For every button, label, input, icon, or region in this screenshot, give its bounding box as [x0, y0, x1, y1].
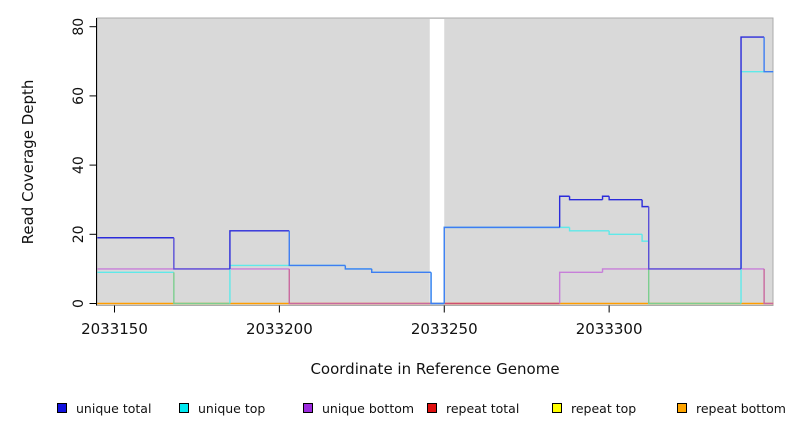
x-tick-label: 2033300: [576, 320, 643, 338]
chart-line-unique-total: [648, 206, 742, 270]
y-tick-label: 80: [71, 18, 87, 36]
legend-item-unique-bottom: unique bottom: [303, 398, 414, 418]
chart-line-unique-total: [763, 37, 774, 73]
legend-swatch-icon: [57, 403, 67, 413]
legend-swatch-icon: [677, 403, 687, 413]
chart-line-unique-total: [568, 196, 603, 201]
legend-label: repeat top: [571, 400, 637, 416]
chart-line-unique-bottom: [558, 271, 603, 304]
chart-legend: unique total unique top unique bottom repea…: [0, 398, 792, 422]
y-tick-label: 20: [71, 225, 87, 243]
x-axis-label: Coordinate in Reference Genome: [310, 360, 560, 378]
x-tick-label: 2033150: [81, 320, 148, 338]
chart-line-unique-bottom: [763, 268, 774, 305]
chart-line-unique-total: [608, 196, 643, 201]
legend-item-unique-total: unique total: [57, 398, 151, 418]
chart-line-unique-total: [371, 268, 432, 274]
chart-line-unique-total: [641, 199, 649, 208]
chart-line-unique-total: [430, 272, 445, 305]
x-tick-label: 2033250: [411, 320, 478, 338]
legend-label: unique bottom: [322, 400, 415, 416]
chart-line-unique-top: [641, 234, 649, 242]
chart-line-unique-total: [229, 230, 290, 269]
chart-line-unique-total: [443, 226, 560, 304]
chart-line-unique-total: [344, 265, 372, 270]
legend-label: repeat bottom: [696, 400, 786, 416]
chart-line-unique-total: [173, 237, 230, 270]
y-tick-label: 40: [71, 156, 87, 174]
legend-swatch-icon: [552, 403, 562, 413]
chart-line-unique-total: [740, 36, 765, 269]
legend-swatch-icon: [303, 403, 313, 413]
legend-label: unique total: [76, 400, 152, 416]
chart-line-unique-top: [568, 227, 610, 232]
x-tick-label: 2033200: [246, 320, 313, 338]
chart-line-unique-total: [558, 195, 570, 228]
y-tick-label: 0: [71, 299, 87, 308]
coverage-gap-band: [429, 19, 445, 305]
chart-line-unique-bottom: [288, 268, 445, 305]
chart-line-unique-top: [173, 272, 230, 305]
legend-label: unique top: [198, 400, 266, 416]
legend-swatch-icon: [427, 403, 437, 413]
legend-item-repeat-total: repeat total: [427, 398, 519, 418]
y-axis-label: Read Coverage Depth: [19, 79, 37, 245]
chart-line-unique-total: [288, 230, 346, 267]
chart-line-unique-total: [601, 195, 610, 200]
legend-item-repeat-top: repeat top: [552, 398, 636, 418]
legend-swatch-icon: [179, 403, 189, 413]
chart-line-unique-top: [608, 230, 643, 235]
legend-item-unique-top: unique top: [179, 398, 265, 418]
y-tick-label: 60: [71, 87, 87, 105]
legend-label: repeat total: [446, 400, 520, 416]
legend-item-repeat-bottom: repeat bottom: [677, 398, 786, 418]
